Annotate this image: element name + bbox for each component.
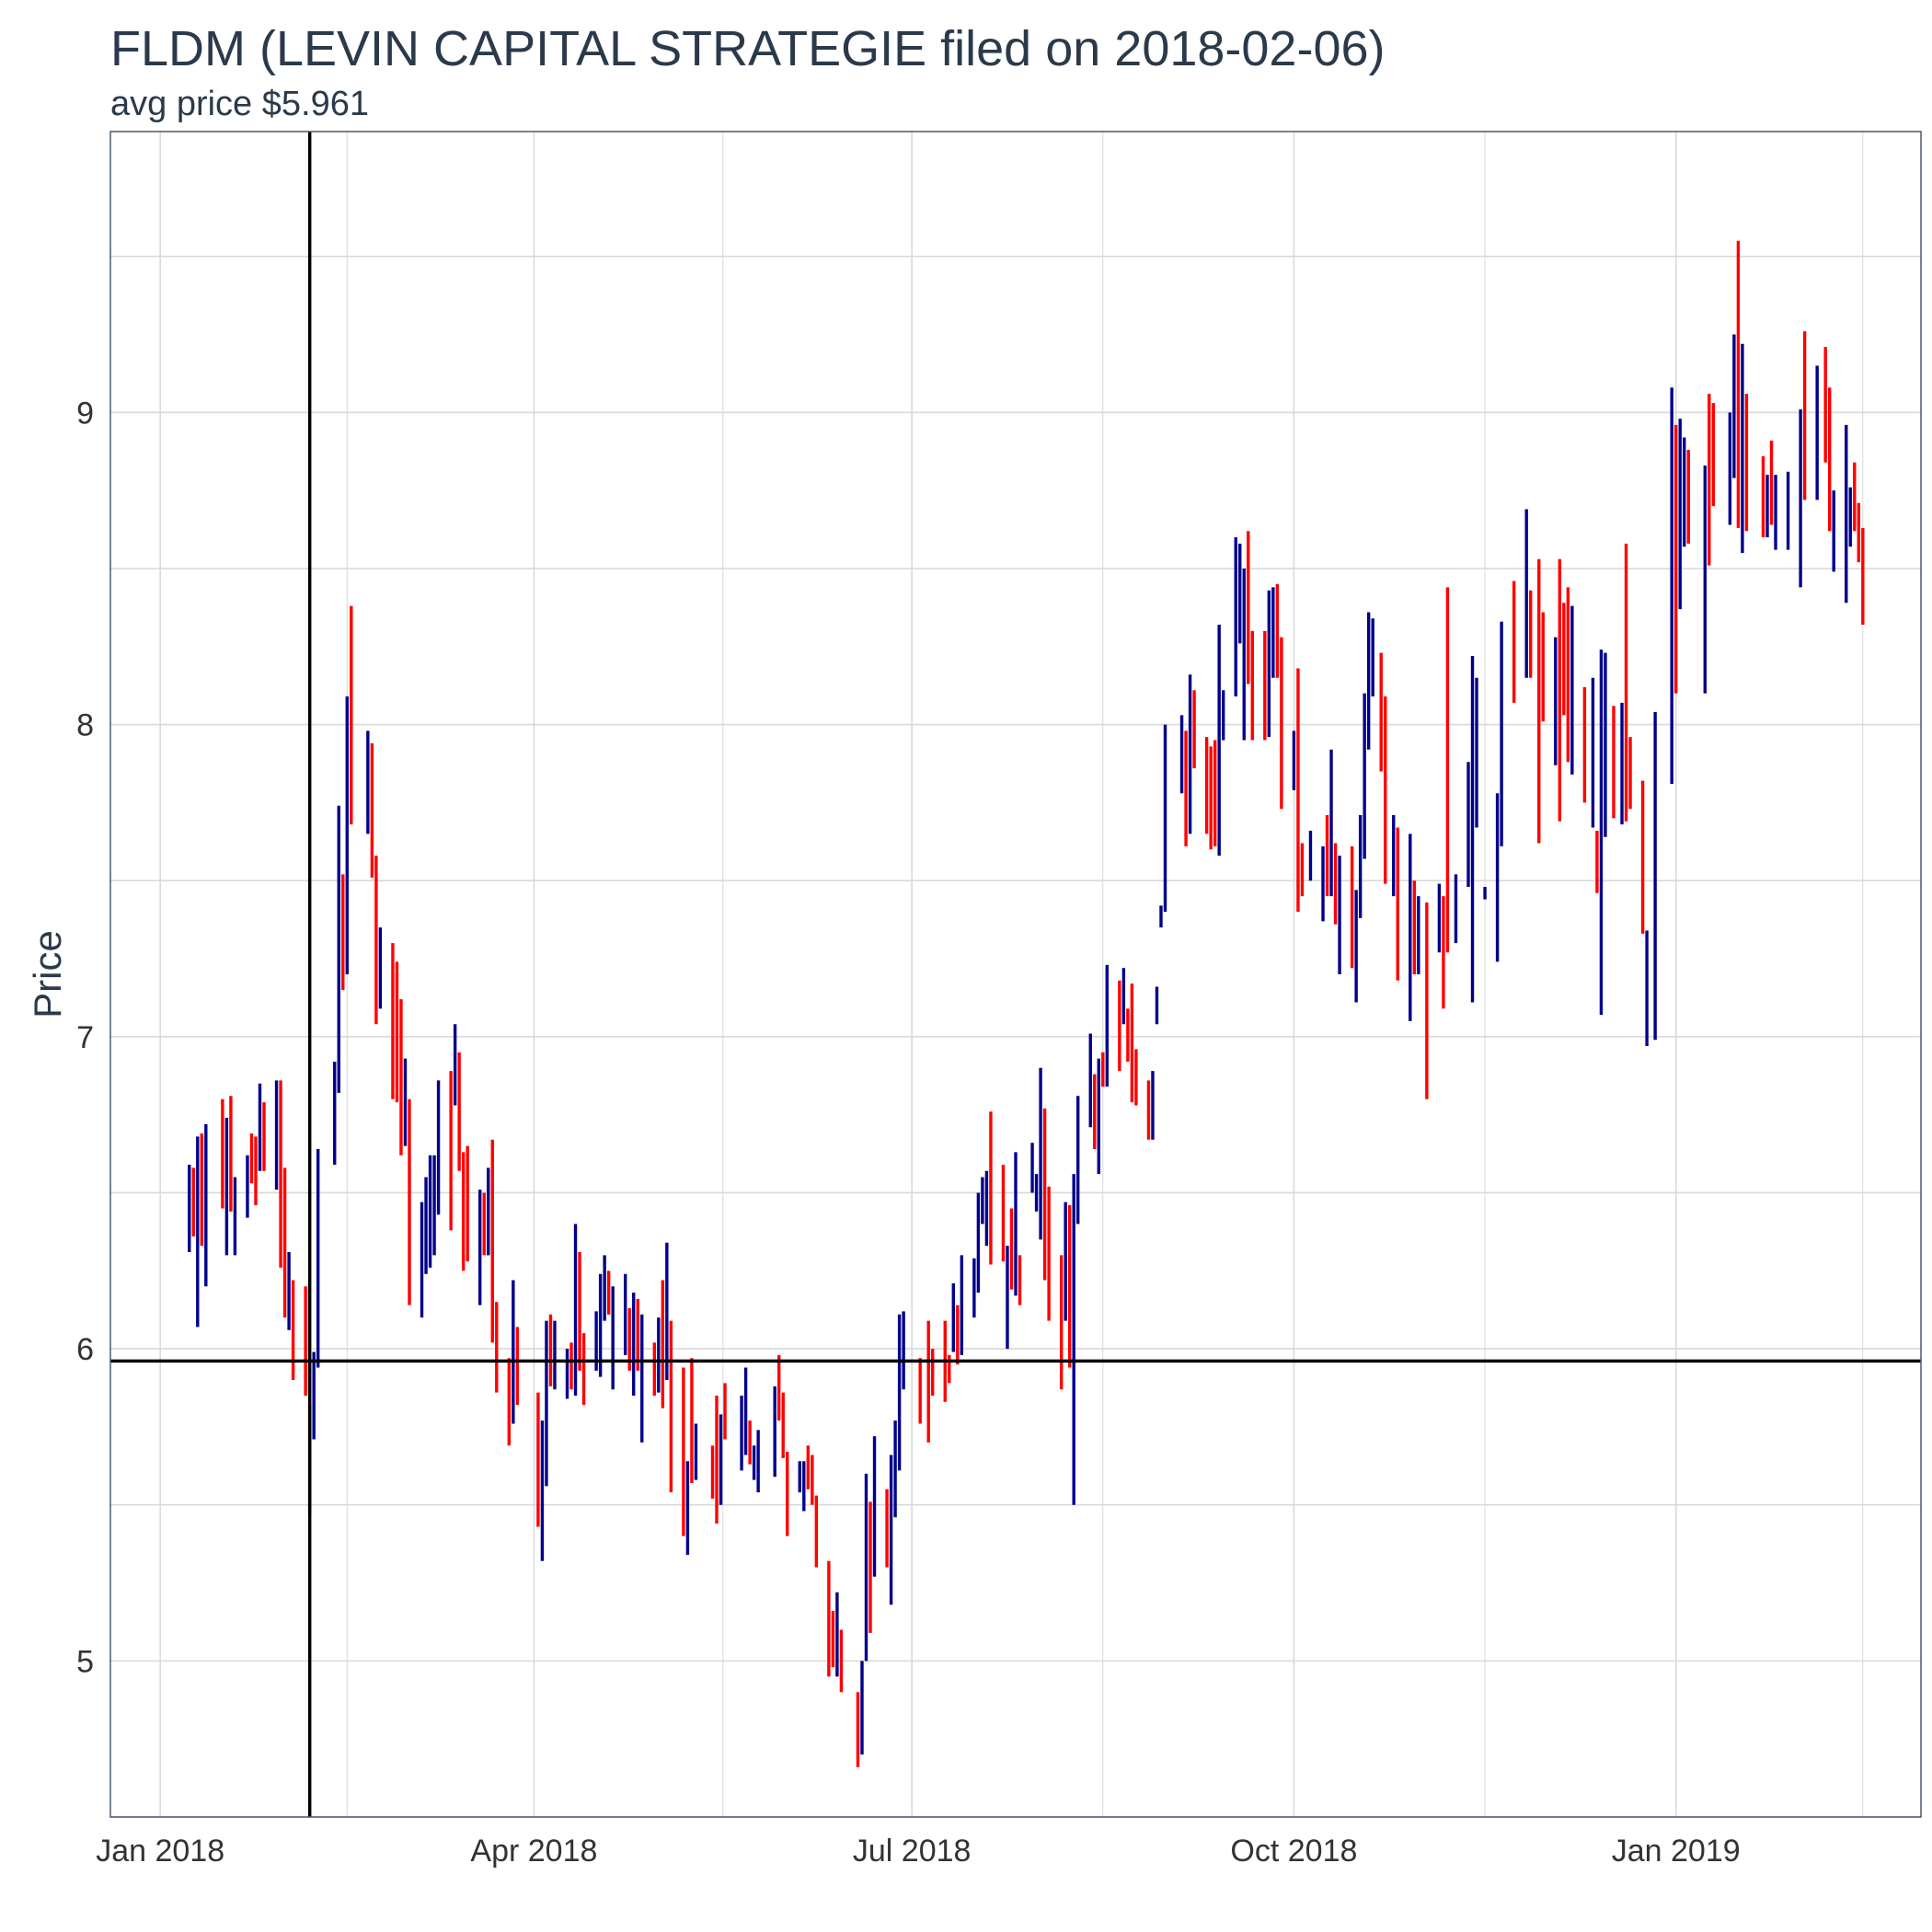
x-tick-label: Apr 2018 <box>470 1834 597 1869</box>
chart-title: FLDM (LEVIN CAPITAL STRATEGIE filed on 2… <box>110 21 1386 76</box>
x-tick-label: Jan 2019 <box>1612 1834 1741 1869</box>
y-tick-label: 9 <box>76 396 94 431</box>
y-tick-label: 8 <box>76 708 94 743</box>
reference-lines <box>110 132 1921 1817</box>
plot-frame <box>109 131 1922 1818</box>
price-bars <box>188 240 1865 1767</box>
x-axis-ticks: Jan 2018 Apr 2018 Jul 2018 Oct 2018 Jan 2019 <box>96 1834 1740 1869</box>
grid-lines <box>110 132 1921 1818</box>
x-tick-label: Jan 2018 <box>96 1834 224 1869</box>
y-tick-label: 6 <box>76 1332 94 1367</box>
y-axis-label: Price <box>26 930 69 1018</box>
chart-subtitle: avg price $5.961 <box>110 85 369 123</box>
y-tick-label: 7 <box>76 1020 94 1055</box>
x-tick-label: Jul 2018 <box>853 1834 972 1869</box>
x-tick-label: Oct 2018 <box>1230 1834 1357 1869</box>
y-tick-label: 5 <box>76 1644 94 1679</box>
y-axis-ticks: 5 6 7 8 9 <box>76 396 94 1679</box>
